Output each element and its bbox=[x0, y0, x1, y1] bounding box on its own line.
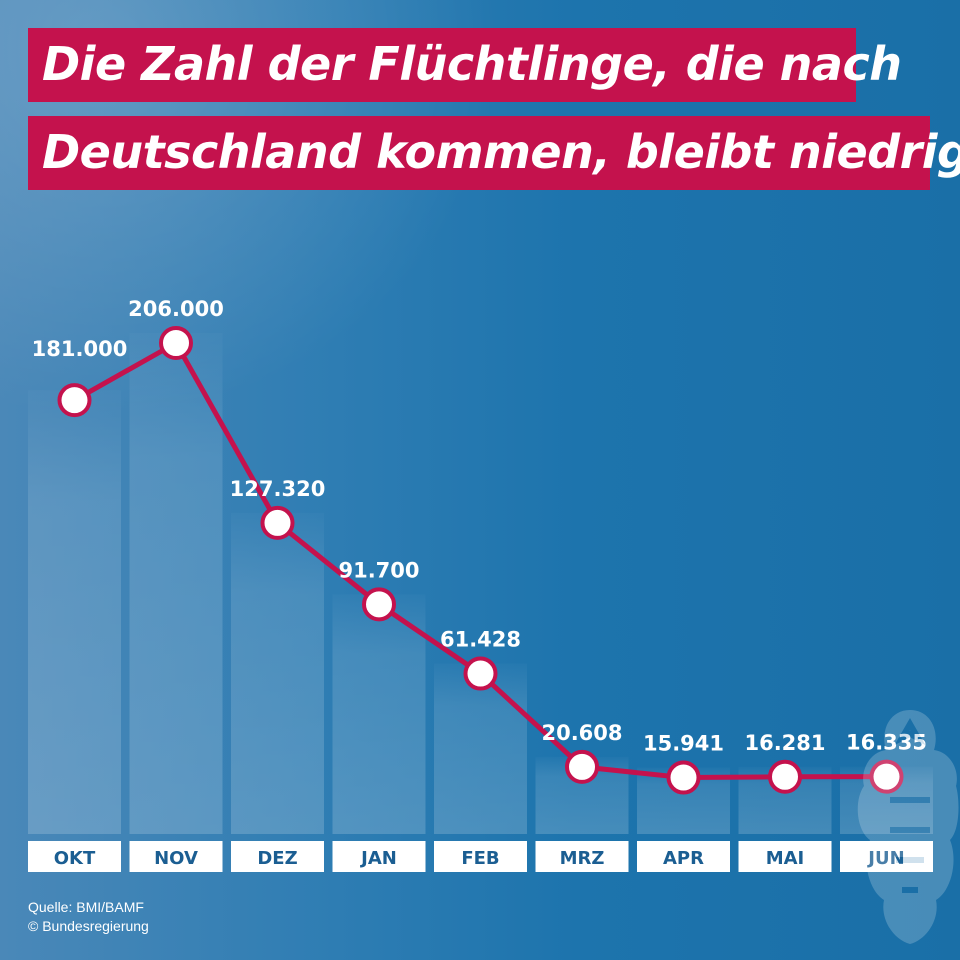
data-point bbox=[565, 749, 599, 784]
background-bar bbox=[434, 663, 527, 834]
data-label: 91.700 bbox=[338, 558, 419, 582]
data-point bbox=[159, 326, 193, 360]
data-point bbox=[768, 759, 802, 794]
x-tick-label: MRZ bbox=[560, 848, 605, 869]
data-label: 16.281 bbox=[744, 731, 825, 755]
data-label: 15.941 bbox=[643, 732, 724, 756]
x-tick-label: JUN bbox=[866, 848, 904, 869]
data-point bbox=[463, 656, 498, 691]
x-tick-label: NOV bbox=[154, 848, 198, 869]
data-label: 61.428 bbox=[440, 628, 521, 652]
background-bar bbox=[129, 333, 223, 834]
title-line-2: Deutschland kommen, bleibt niedrig: bbox=[28, 116, 960, 190]
source-line: Quelle: BMI/BAMF bbox=[28, 899, 144, 915]
data-point bbox=[869, 759, 904, 794]
data-point bbox=[260, 505, 295, 540]
background-bar bbox=[28, 390, 121, 834]
x-tick-label: OKT bbox=[54, 848, 96, 869]
category-label-box bbox=[434, 841, 527, 872]
copyright-line: © Bundesregierung bbox=[28, 918, 149, 934]
category-label-box bbox=[738, 841, 832, 872]
category-label-box bbox=[129, 841, 223, 872]
background-bar bbox=[231, 512, 324, 834]
x-tick-label: DEZ bbox=[257, 848, 297, 869]
background-bar bbox=[332, 594, 426, 834]
data-point bbox=[666, 760, 701, 795]
category-label-box bbox=[840, 841, 933, 872]
data-label: 16.335 bbox=[846, 731, 927, 755]
data-point bbox=[57, 383, 92, 418]
category-label-box bbox=[332, 841, 426, 872]
data-label: 206.000 bbox=[128, 297, 224, 321]
eagle-watermark-icon bbox=[857, 710, 959, 944]
category-label-box bbox=[28, 841, 121, 872]
category-label-box bbox=[637, 841, 730, 872]
x-tick-label: FEB bbox=[461, 848, 499, 869]
data-label: 20.608 bbox=[541, 721, 622, 745]
data-label: 181.000 bbox=[32, 337, 128, 361]
title-line-1: Die Zahl der Flüchtlinge, die nach bbox=[28, 28, 902, 102]
category-label-box bbox=[231, 841, 324, 872]
data-point bbox=[362, 587, 396, 622]
x-tick-label: APR bbox=[663, 848, 704, 869]
data-label: 127.320 bbox=[230, 477, 326, 501]
source-note: Quelle: BMI/BAMF © Bundesregierung bbox=[28, 898, 149, 936]
category-label-box bbox=[535, 841, 629, 872]
x-tick-label: MAI bbox=[766, 848, 805, 869]
x-tick-label: JAN bbox=[359, 848, 397, 869]
